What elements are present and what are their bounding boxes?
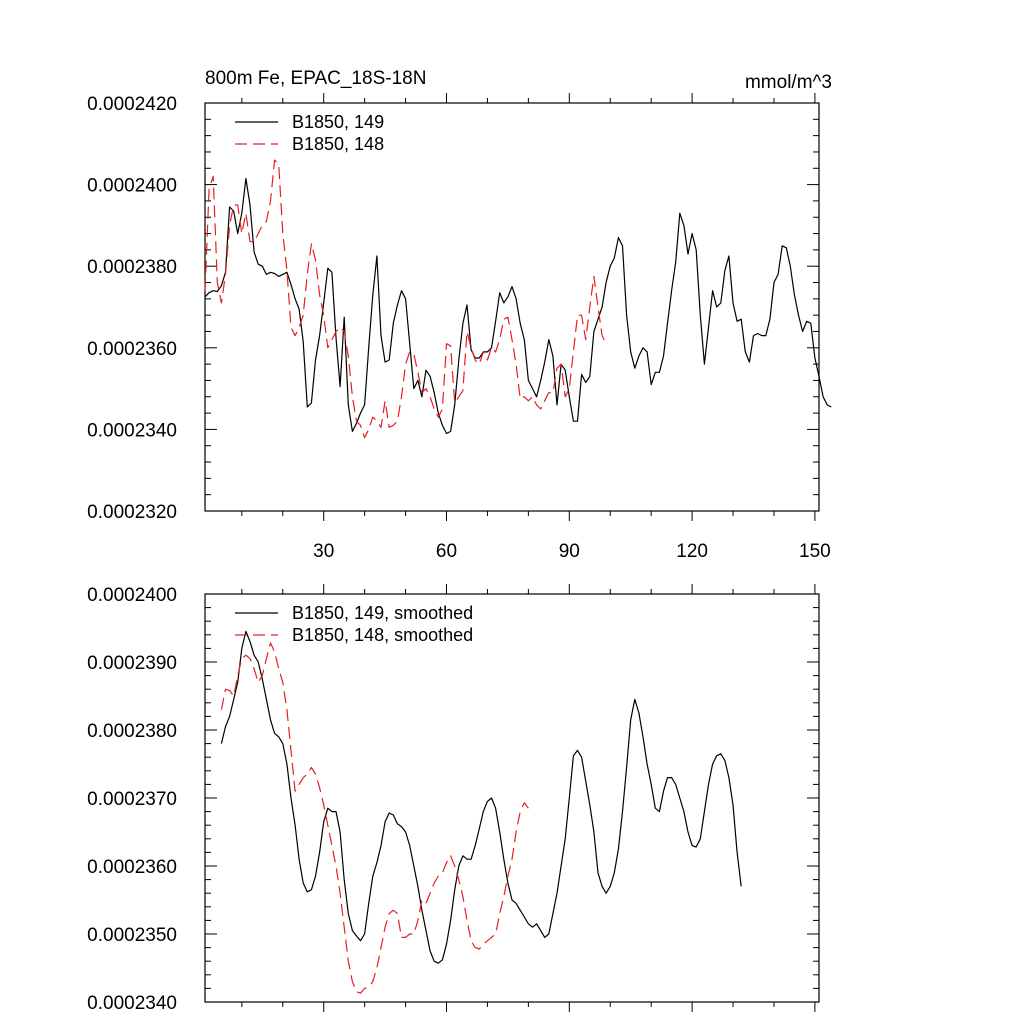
- axis-ticks: 0.0002320 0.0002340 0.0002360 0.0002380 0.00…: [87, 93, 831, 562]
- y-tick-label: 0.0002360: [87, 339, 177, 360]
- chart-title: 800m Fe, EPAC_18S-18N: [205, 68, 426, 89]
- y-tick-label: 0.0002400: [87, 176, 177, 197]
- series-line-0: [220, 630, 742, 964]
- legend-label: B1850, 149, smoothed: [292, 603, 473, 623]
- series-group: [220, 630, 742, 994]
- x-tick-label: 60: [436, 541, 457, 562]
- y-tick-label: 0.0002380: [87, 721, 177, 742]
- y-tick-label: 0.0002380: [87, 257, 177, 278]
- legend: B1850, 149 B1850, 148: [235, 112, 384, 154]
- x-tick-label: 90: [559, 541, 580, 562]
- y-tick-label: 0.0002420: [87, 94, 177, 115]
- x-tick-label: 120: [676, 541, 708, 562]
- axis-ticks: 0.0002340 0.0002350 0.0002360 0.0002370 0.00…: [87, 584, 819, 1014]
- legend-label: B1850, 148, smoothed: [292, 625, 473, 645]
- bottom-panel: 0.0002340 0.0002350 0.0002360 0.0002370 0.00…: [87, 584, 820, 1014]
- x-tick-label: 150: [799, 541, 831, 562]
- y-tick-label: 0.0002360: [87, 857, 177, 878]
- series-line-0: [204, 177, 832, 435]
- y-tick-label: 0.0002390: [87, 653, 177, 674]
- chart-units: mmol/m^3: [745, 72, 832, 93]
- legend-label: B1850, 149: [292, 112, 384, 132]
- legend: B1850, 149, smoothed B1850, 148, smoothe…: [235, 603, 473, 645]
- plot-frame: [204, 102, 820, 512]
- y-tick-label: 0.0002340: [87, 993, 177, 1014]
- legend-label: B1850, 148: [292, 134, 384, 154]
- y-tick-label: 0.0002350: [87, 925, 177, 946]
- y-tick-label: 0.0002320: [87, 502, 177, 523]
- series-line-1: [204, 159, 607, 439]
- x-tick-label: 30: [313, 541, 334, 562]
- series-line-1: [220, 642, 529, 994]
- y-tick-label: 0.0002340: [87, 420, 177, 441]
- plot-frame: [204, 593, 820, 1003]
- y-tick-label: 0.0002400: [87, 585, 177, 606]
- y-tick-label: 0.0002370: [87, 789, 177, 810]
- top-panel: 800m Fe, EPAC_18S-18N mmol/m^3 0.0002320…: [87, 68, 832, 562]
- series-group: [204, 159, 832, 439]
